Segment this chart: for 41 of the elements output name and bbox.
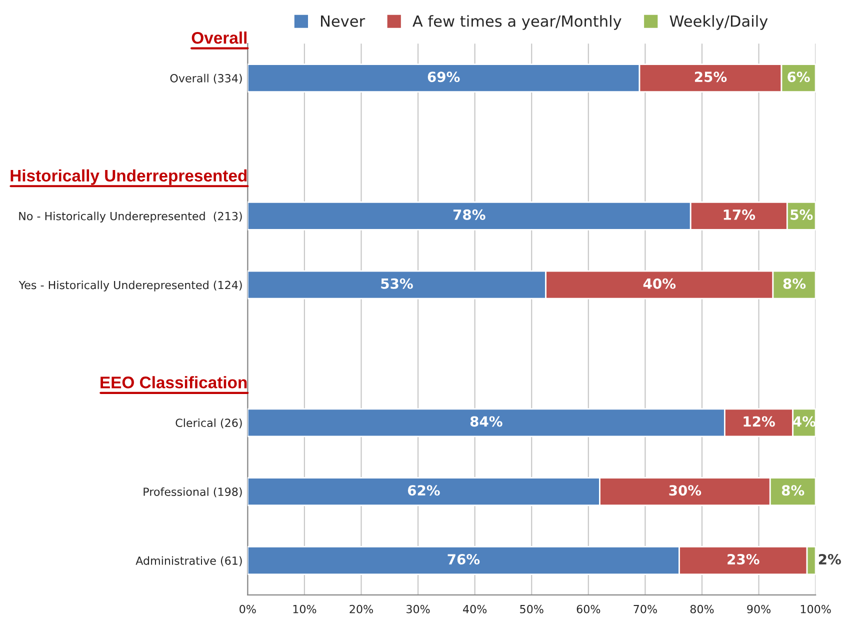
text: Historically Underrepresented	[10, 169, 247, 185]
data-label: 30%	[669, 485, 702, 496]
data-label: 6%	[788, 72, 810, 82]
y-tick-label: Administrative (61)	[136, 556, 242, 566]
data-label: 5%	[790, 209, 813, 220]
x-tick-label: 100%	[800, 604, 831, 614]
x-tick-label: 50%	[520, 604, 544, 614]
x-tick-label: 10%	[293, 604, 316, 614]
x-tick-label: 60%	[576, 604, 600, 614]
y-tick-label: Professional (198)	[144, 487, 242, 498]
y-tick-label: Overall (334)	[170, 74, 242, 84]
data-label: 78%	[453, 209, 486, 220]
data-label: 53%	[381, 278, 413, 289]
data-label: 8%	[782, 485, 804, 496]
data-label: 17%	[724, 209, 756, 220]
x-tick-label: 0%	[240, 604, 256, 614]
y-tick-label: No - Historically Underepresented (213)	[19, 212, 242, 222]
text: Overall	[192, 32, 246, 44]
data-label: 23%	[728, 554, 760, 565]
legend-label: Never	[321, 16, 366, 27]
data-label: 4%	[793, 416, 816, 427]
data-label: 69%	[428, 72, 460, 82]
text: EEO Classification	[100, 376, 247, 388]
y-tick-label: Clerical (26)	[176, 418, 242, 428]
x-tick-label: 20%	[350, 604, 373, 614]
x-tick-label: 40%	[463, 604, 487, 614]
data-label: 76%	[448, 554, 480, 565]
x-tick-label: 80%	[690, 604, 714, 614]
data-label: 40%	[643, 278, 676, 289]
data-label: 25%	[694, 72, 727, 82]
legend-label: Weekly/Daily	[670, 15, 768, 30]
y-tick-label: Yes - Historically Underepresented (124)	[18, 280, 242, 292]
x-tick-label: 70%	[634, 604, 657, 614]
x-tick-label: 90%	[747, 604, 771, 614]
data-label: 8%	[783, 278, 806, 289]
data-label: 12%	[744, 416, 775, 427]
data-label: 2%	[818, 554, 841, 565]
legend-label: A few times a year/Monthly	[412, 15, 622, 30]
data-label: 62%	[408, 485, 440, 496]
data-label: 84%	[470, 416, 502, 427]
x-tick-label: 30%	[406, 604, 430, 614]
